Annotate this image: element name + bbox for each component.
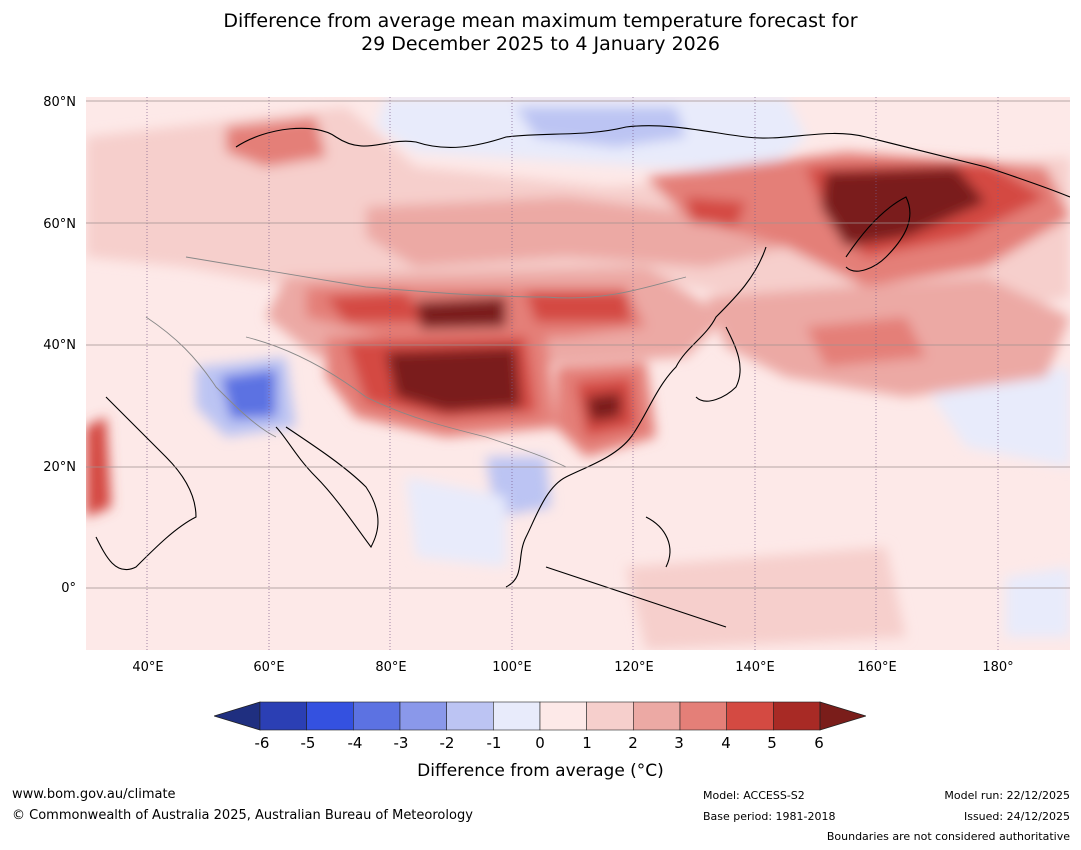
colorbar-bin <box>399 701 447 731</box>
footer-model: Model: ACCESS-S2 <box>703 789 805 802</box>
colorbar-bin <box>539 701 587 731</box>
border-north <box>185 256 687 299</box>
colorbar-bin <box>679 701 727 731</box>
coastline-east-asia <box>505 246 767 588</box>
iran-cool <box>221 369 276 419</box>
chart-title-line-2: 29 December 2025 to 4 January 2026 <box>361 33 720 55</box>
colorbar-bin <box>259 701 307 731</box>
lat-label-20n: 20°N <box>43 460 76 475</box>
colorbar-bin <box>726 701 774 731</box>
footer-boundaries: Boundaries are not considered authoritat… <box>826 830 1070 843</box>
coastline-arctic <box>235 125 1070 198</box>
forecast-map <box>86 97 1070 650</box>
colorbar-tick: 2 <box>628 734 638 752</box>
colorbar-bin <box>353 701 401 731</box>
meridians <box>146 97 999 650</box>
chart-title-line-1: Difference from average mean maximum tem… <box>223 10 858 32</box>
colorbar-tick: 6 <box>814 734 824 752</box>
colorbar-bin <box>493 701 541 731</box>
ocean-cool-india <box>406 477 506 567</box>
colorbar-tick: 3 <box>674 734 684 752</box>
parallels <box>86 100 1070 589</box>
colorbar-tick: 5 <box>767 734 777 752</box>
colorbar-extend-low <box>212 701 261 731</box>
colorbar-tick: -3 <box>393 734 409 752</box>
coastline-india <box>275 426 379 549</box>
lat-label-0: 0° <box>61 581 76 596</box>
footer-issued: Issued: 24/12/2025 <box>963 810 1070 823</box>
lon-label-160e: 160°E <box>857 660 897 675</box>
colorbar-bin <box>446 701 494 731</box>
kamchatka-warm <box>686 197 746 227</box>
colorbar-bin <box>586 701 634 731</box>
pacific-warm-core <box>806 317 926 367</box>
siberia-warm-core <box>366 197 786 267</box>
colorbar-tick: 4 <box>721 734 731 752</box>
coastline-sri-lanka <box>645 516 671 568</box>
colorbar-tick: -2 <box>439 734 455 752</box>
footer-model-run: Model run: 22/12/2025 <box>944 789 1070 802</box>
lon-label-120e: 120°E <box>614 660 654 675</box>
colorbar-tick: -1 <box>486 734 502 752</box>
border-west <box>145 316 277 438</box>
coastline-arabia <box>95 396 197 571</box>
lon-label-140e: 140°E <box>735 660 775 675</box>
colorbar-tick: 1 <box>582 734 592 752</box>
mongolia-hot <box>326 292 631 322</box>
coastline-kamchatka <box>845 196 911 272</box>
lon-label-180: 180° <box>982 660 1014 675</box>
colorbar-bin <box>306 701 354 731</box>
colorbar-extend-high <box>819 701 868 731</box>
colorbar-tick: 0 <box>535 734 545 752</box>
colorbar-bin <box>773 701 821 731</box>
lon-label-40e: 40°E <box>132 660 164 675</box>
colorbar-label: Difference from average (°C) <box>417 761 664 781</box>
mongolia-extreme <box>416 297 506 329</box>
footer-base-period: Base period: 1981-2018 <box>703 810 836 823</box>
footer-website: www.bom.gov.au/climate <box>12 787 176 802</box>
country-borders <box>145 256 687 468</box>
footer-copyright: © Commonwealth of Australia 2025, Austra… <box>12 808 473 823</box>
lat-label-80n: 80°N <box>43 95 76 110</box>
colorbar-tick: -6 <box>254 734 270 752</box>
colorbar-tick: -5 <box>300 734 316 752</box>
ne-siberia-extreme <box>821 167 986 247</box>
lat-label-60n: 60°N <box>43 217 76 232</box>
colorbar-tick: -4 <box>347 734 363 752</box>
coastline-borneo <box>545 566 727 628</box>
scandinavia-warm <box>226 117 326 167</box>
tibet-extreme <box>386 347 521 412</box>
lon-label-80e: 80°E <box>375 660 407 675</box>
coastline-japan <box>695 326 741 402</box>
lon-label-60e: 60°E <box>253 660 285 675</box>
colorbar-bin <box>633 701 681 731</box>
ocean-cool-pacific <box>926 367 1070 637</box>
lat-label-40n: 40°N <box>43 338 76 353</box>
arctic-cool-core <box>516 107 686 147</box>
border-south <box>245 336 567 468</box>
lon-label-100e: 100°E <box>492 660 532 675</box>
south-china-extreme <box>586 392 621 422</box>
colorbar-svg <box>212 701 868 731</box>
colorbar <box>212 700 868 732</box>
pacific-south-warm <box>626 547 906 650</box>
forecast-map-svg <box>86 97 1070 650</box>
coastlines <box>95 125 1070 628</box>
